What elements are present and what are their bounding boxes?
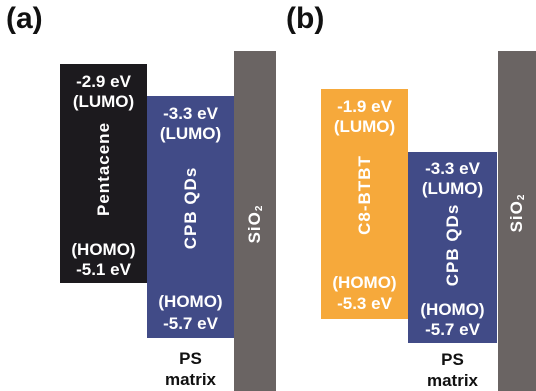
panel-label: (a) [6, 2, 43, 35]
homo-energy: -5.3 eV [337, 294, 392, 313]
homo-energy: -5.7 eV [425, 320, 480, 339]
homo-label: (HOMO) [332, 273, 397, 292]
lumo-label: (LUMO) [72, 92, 135, 111]
qds-band: -3.3 eV (LUMO) CPB QDs (HOMO) -5.7 eV [147, 96, 234, 338]
lumo-label: (LUMO) [159, 124, 222, 143]
homo-label: (HOMO) [158, 292, 223, 311]
qds-name: CPB QDs [442, 203, 462, 287]
homo-energy: -5.1 eV [76, 260, 131, 279]
lumo-energy: -3.3 eV [163, 104, 218, 123]
lumo-label: (LUMO) [421, 179, 484, 198]
matrix-label: PS matrix [408, 349, 497, 391]
dielectric-name: SiO2 [507, 193, 527, 233]
qds-band: -3.3 eV (LUMO) CPB QDs (HOMO) -5.7 eV [408, 152, 497, 343]
lumo-energy: -1.9 eV [337, 97, 392, 116]
matrix-label: PS matrix [147, 348, 234, 390]
dielectric-layer: SiO2 [234, 51, 276, 391]
lumo-label: (LUMO) [333, 117, 396, 136]
panel-a: (a) -2.9 eV (LUMO) Pentacene (HOMO) -5.1… [6, 2, 276, 391]
semiconductor-band: -1.9 eV (LUMO) C8-BTBT (HOMO) -5.3 eV [321, 89, 408, 319]
semiconductor-name: C8-BTBT [354, 155, 374, 235]
panel-b: (b) -1.9 eV (LUMO) C8-BTBT (HOMO) -5.3 e… [268, 0, 536, 391]
lumo-energy: -3.3 eV [425, 159, 480, 178]
dielectric-name: SiO2 [245, 204, 265, 244]
semiconductor-band: -2.9 eV (LUMO) Pentacene (HOMO) -5.1 eV [60, 64, 147, 283]
matrix-line2: matrix [164, 370, 217, 389]
matrix-line2: matrix [426, 371, 479, 390]
qds-name: CPB QDs [180, 166, 200, 250]
matrix-line1: PS [179, 349, 202, 368]
panel-label: (b) [286, 2, 325, 35]
homo-energy: -5.7 eV [163, 314, 218, 333]
lumo-energy: -2.9 eV [76, 72, 131, 91]
dielectric-layer: SiO2 [498, 51, 536, 391]
homo-label: (HOMO) [420, 300, 485, 319]
semiconductor-name: Pentacene [93, 121, 113, 217]
homo-label: (HOMO) [71, 240, 136, 259]
matrix-line1: PS [441, 350, 464, 369]
